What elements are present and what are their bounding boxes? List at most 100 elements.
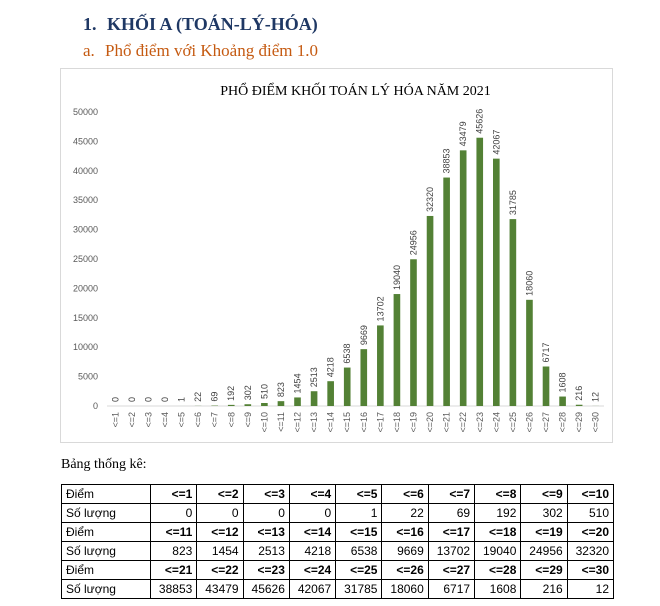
table-cell-soluong: 1608 <box>474 579 522 599</box>
x-tick-label: <=3 <box>143 412 153 428</box>
table-cell-diem: <=8 <box>474 484 522 504</box>
data-label: 32320 <box>425 187 435 212</box>
data-label: 6717 <box>541 342 551 362</box>
chart-title: PHỔ ĐIỂM KHỐI TOÁN LÝ HÓA NĂM 2021 <box>220 81 491 99</box>
bar <box>410 259 417 406</box>
y-tick-label: 5000 <box>78 372 98 382</box>
table-cell-soluong: 12 <box>566 579 615 599</box>
y-tick-label: 45000 <box>73 136 98 146</box>
table-cell-diem: <=9 <box>520 484 568 504</box>
data-label: 1608 <box>558 373 568 393</box>
data-label: 69 <box>210 392 220 402</box>
table-cell-diem: <=26 <box>381 560 429 580</box>
table-row-soluong: Số lượng 823 1454 2513 4218 6538 9669 13702 1904… <box>61 541 615 561</box>
x-tick-label: <=30 <box>591 412 601 433</box>
x-tick-label: <=9 <box>243 412 253 428</box>
bar <box>343 367 351 406</box>
table-cell-diem: <=23 <box>242 560 290 580</box>
data-label: 24956 <box>408 230 418 255</box>
data-label: 2513 <box>309 367 319 387</box>
x-tick-label: <=10 <box>259 412 269 433</box>
x-tick-label: <=18 <box>392 412 402 433</box>
data-label: 31785 <box>508 190 518 215</box>
bar <box>360 349 368 406</box>
table-cell-diem: <=11 <box>149 522 198 542</box>
x-tick-label: <=20 <box>425 412 435 433</box>
row-label-soluong: Số lượng <box>61 503 151 523</box>
table-cell-soluong: 45626 <box>242 579 290 599</box>
data-label: 45626 <box>475 109 485 134</box>
table-cell-soluong: 6717 <box>427 579 476 599</box>
data-label: 302 <box>243 385 253 400</box>
row-label-diem: Điểm <box>61 522 151 542</box>
data-label: 22 <box>193 392 203 402</box>
x-tick-label: <=17 <box>375 412 385 433</box>
x-tick-label: <=12 <box>293 412 303 433</box>
bar <box>559 396 566 406</box>
data-label: 0 <box>110 397 120 402</box>
section-heading-khoi-a: 1. KHỐI A (TOÁN-LÝ-HÓA) <box>83 14 318 35</box>
table-cell-diem: <=20 <box>566 522 615 542</box>
data-label: 1 <box>177 397 187 402</box>
table-cell-soluong: 510 <box>566 503 615 523</box>
bar <box>443 177 450 406</box>
data-label: 42067 <box>491 130 501 155</box>
data-label: 192 <box>226 386 236 401</box>
table-cell-soluong: 0 <box>196 503 244 523</box>
data-label: 0 <box>143 397 153 402</box>
row-label-soluong: Số lượng <box>61 541 151 561</box>
table-cell-soluong: 2513 <box>242 541 290 561</box>
table-cell-soluong: 42067 <box>288 579 337 599</box>
data-label: 19040 <box>392 265 402 290</box>
table-cell-diem: <=5 <box>335 484 383 504</box>
table-cell-diem: <=12 <box>196 522 244 542</box>
x-tick-label: <=4 <box>160 412 170 428</box>
x-tick-label: <=28 <box>558 412 568 433</box>
y-tick-label: 30000 <box>73 225 98 235</box>
bar <box>509 219 517 406</box>
data-label: 43479 <box>458 121 468 146</box>
table-cell-diem: <=16 <box>381 522 429 542</box>
table-cell-diem: <=30 <box>566 560 615 580</box>
bar <box>261 403 268 406</box>
table-cell-diem: <=3 <box>242 484 290 504</box>
subsection-heading: a. Phổ điểm với Khoảng điểm 1.0 <box>83 41 318 61</box>
x-tick-label: <=24 <box>491 412 501 433</box>
data-label: 9669 <box>359 325 369 345</box>
table-row-soluong: Số lượng 0 0 0 0 1 22 69 192 302 510 <box>61 503 615 523</box>
table-row-soluong: Số lượng 38853 43479 45626 42067 31785 18060 67… <box>61 579 615 599</box>
x-tick-label: <=2 <box>127 412 137 428</box>
x-tick-label: <=29 <box>574 412 584 433</box>
table-cell-soluong: 6538 <box>335 541 383 561</box>
bar <box>277 401 285 406</box>
row-label-diem: Điểm <box>61 560 151 580</box>
y-tick-label: 35000 <box>73 195 98 205</box>
table-cell-soluong: 19040 <box>474 541 522 561</box>
data-label: 12 <box>591 392 601 402</box>
table-cell-soluong: 0 <box>242 503 290 523</box>
table-cell-diem: <=15 <box>335 522 383 542</box>
data-label: 4218 <box>326 357 336 377</box>
table-cell-diem: <=27 <box>427 560 476 580</box>
data-label: 38853 <box>442 149 452 174</box>
table-cell-diem: <=21 <box>149 560 198 580</box>
bar <box>294 397 301 406</box>
table-cell-soluong: 43479 <box>196 579 244 599</box>
bar <box>244 404 252 406</box>
data-label: 0 <box>160 397 170 402</box>
data-label: 1454 <box>293 373 303 393</box>
bar <box>377 325 384 406</box>
data-label: 0 <box>127 397 137 402</box>
table-cell-diem: <=22 <box>196 560 244 580</box>
table-cell-diem: <=2 <box>196 484 244 504</box>
chart-svg: PHỔ ĐIỂM KHỐI TOÁN LÝ HÓA NĂM 2021 0 5000 1… <box>73 81 604 433</box>
bar <box>526 299 533 406</box>
stats-table: Điểm <=1 <=2 <=3 <=4 <=5 <=6 <=7 <=8 <=9 <=10 Số lư… <box>61 484 615 599</box>
bar <box>459 150 467 406</box>
table-cell-diem: <=29 <box>520 560 568 580</box>
y-tick-label: 10000 <box>73 342 98 352</box>
x-tick-label: <=11 <box>276 412 286 432</box>
data-label: 510 <box>259 384 269 399</box>
subsection-number: a. <box>83 41 95 60</box>
table-cell-soluong: 216 <box>520 579 568 599</box>
